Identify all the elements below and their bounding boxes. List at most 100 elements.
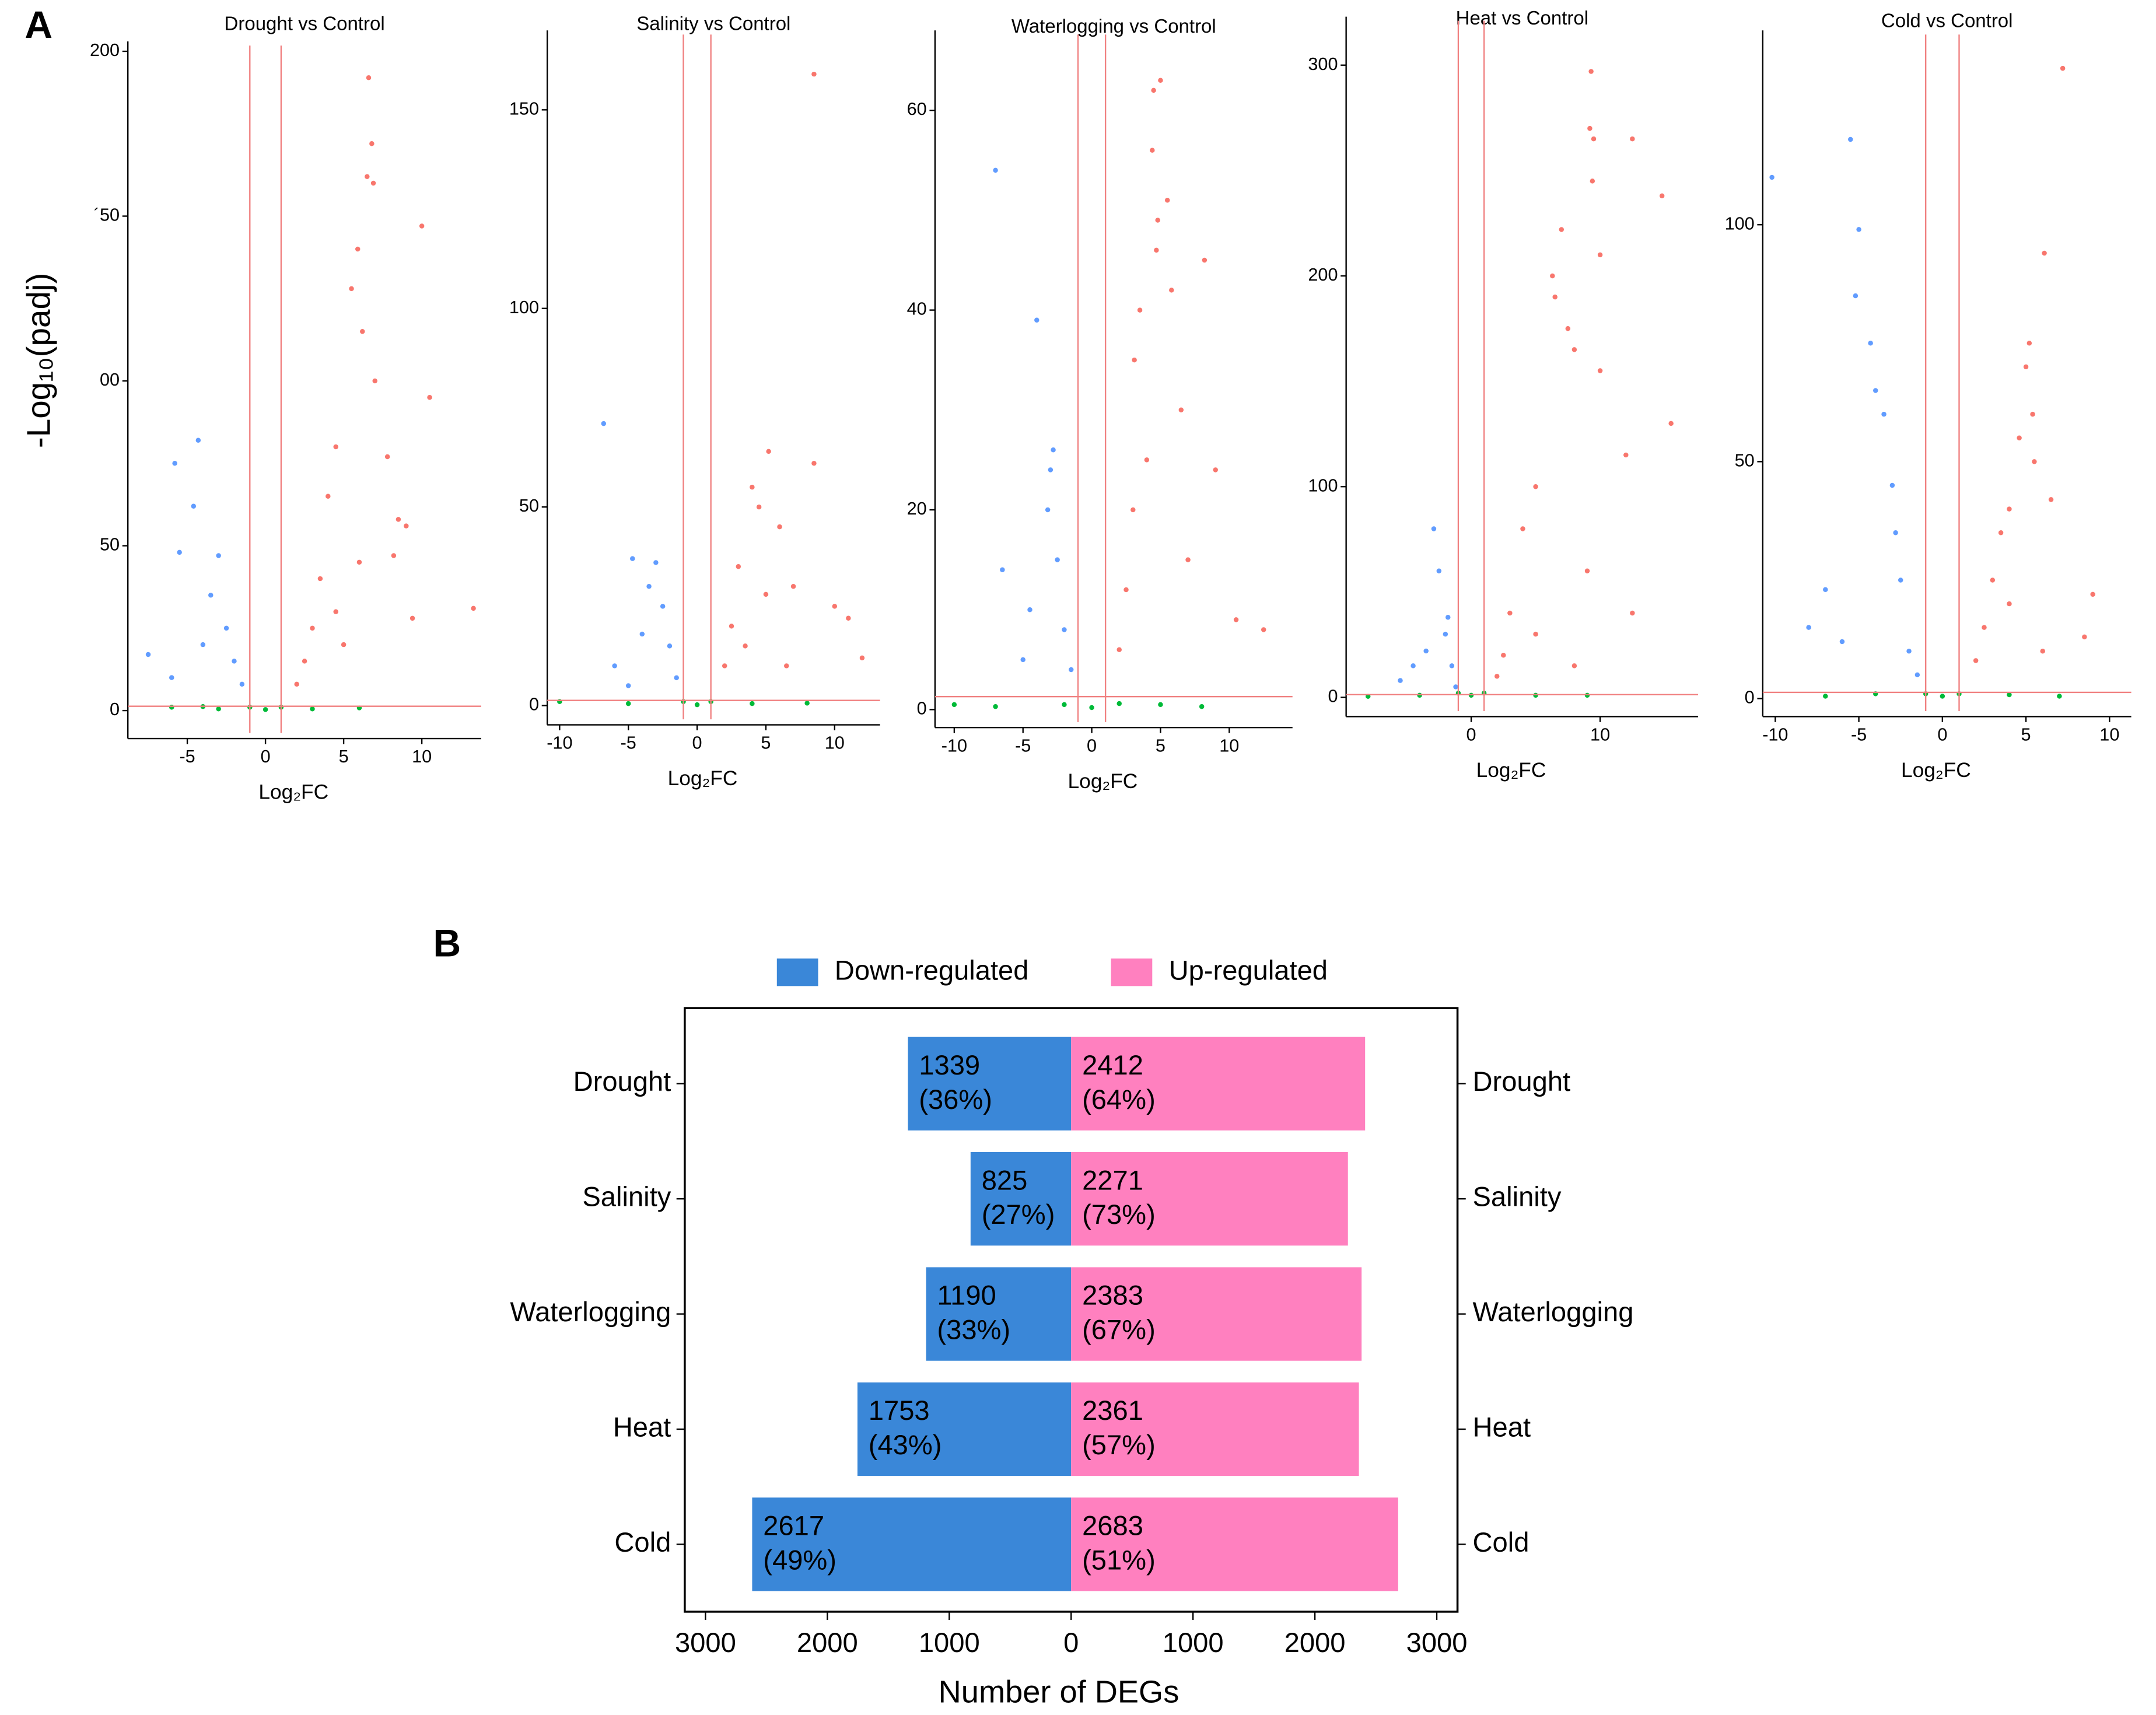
point	[993, 704, 998, 709]
category-label: Waterlogging	[510, 1296, 671, 1327]
point	[1130, 507, 1136, 513]
point	[333, 444, 338, 450]
x-tick-label: 10	[412, 747, 432, 766]
point	[1552, 294, 1558, 300]
point	[360, 329, 365, 334]
category-label: Heat	[1473, 1411, 1531, 1442]
point	[1443, 631, 1448, 637]
point	[1559, 227, 1564, 232]
category-label: Salinity	[1473, 1181, 1562, 1212]
point	[391, 553, 397, 558]
point	[169, 705, 174, 710]
point	[1848, 136, 1853, 142]
point	[625, 683, 631, 688]
point	[232, 659, 237, 664]
x-axis-title: Log₂FC	[258, 781, 328, 804]
bar	[926, 1267, 1072, 1361]
point	[396, 517, 401, 522]
point	[777, 524, 782, 530]
x-tick-label: -10	[942, 736, 967, 755]
point	[302, 659, 307, 664]
point	[1020, 657, 1026, 663]
y-tick-label: 100	[509, 298, 539, 317]
x-tick-label: 1000	[1163, 1627, 1224, 1658]
point	[2060, 65, 2066, 71]
point	[630, 556, 635, 561]
x-tick-label: 2000	[797, 1627, 858, 1658]
x-axis-title: Log₂FC	[1901, 759, 1971, 782]
point	[951, 702, 957, 708]
point	[172, 461, 177, 466]
point	[743, 643, 748, 649]
point	[1453, 684, 1458, 690]
point	[612, 663, 617, 668]
point	[1048, 467, 1054, 473]
x-axis-title: Log₂FC	[1068, 770, 1138, 793]
point	[1137, 307, 1143, 313]
percent-label: (36%)	[919, 1084, 992, 1115]
x-tick-label: 10	[1590, 724, 1610, 744]
x-tick-label: -5	[621, 733, 636, 753]
point	[1423, 648, 1429, 654]
chart-title: Waterlogging vs Control	[1012, 15, 1216, 37]
point	[1520, 526, 1525, 531]
value-label: 2361	[1082, 1395, 1143, 1426]
point	[625, 701, 631, 706]
y-tick-label: 200	[90, 40, 120, 60]
y-tick-label: 0	[529, 695, 539, 715]
point	[145, 652, 151, 657]
y-tick-label: 50	[100, 535, 120, 555]
point	[2040, 649, 2045, 654]
point	[1584, 568, 1590, 573]
point	[1494, 674, 1500, 679]
point	[372, 378, 377, 384]
point	[1055, 557, 1060, 562]
x-tick-label: 0	[1087, 736, 1097, 755]
value-label: 1339	[919, 1049, 980, 1080]
x-tick-label: -5	[1015, 736, 1031, 755]
point	[177, 550, 182, 555]
point	[326, 494, 331, 499]
y-tick-label: 0	[110, 699, 120, 719]
point	[1158, 78, 1163, 83]
category-label: Salinity	[582, 1181, 671, 1212]
point	[2032, 459, 2037, 464]
value-label: 825	[982, 1164, 1028, 1195]
point	[1623, 452, 1629, 458]
point	[262, 707, 268, 712]
point	[294, 681, 299, 687]
point	[832, 604, 838, 609]
point	[1154, 247, 1159, 253]
y-tick-label: 40	[907, 299, 927, 319]
point	[2007, 601, 2012, 607]
point	[369, 141, 374, 146]
point	[1062, 702, 1067, 708]
point	[2057, 694, 2062, 699]
point	[208, 593, 214, 598]
point	[1150, 148, 1155, 153]
point	[750, 484, 755, 490]
point	[2027, 341, 2032, 346]
point	[2007, 506, 2012, 512]
point	[1431, 526, 1437, 531]
x-axis-title: Number of DEGs	[939, 1675, 1180, 1710]
x-tick-label: -10	[547, 733, 572, 753]
point	[1068, 667, 1074, 673]
bar	[1071, 1382, 1359, 1476]
x-tick-label: -10	[1762, 724, 1788, 744]
bar	[1071, 1497, 1398, 1591]
point	[1045, 507, 1051, 513]
point	[410, 615, 415, 621]
category-label: Cold	[1473, 1527, 1530, 1558]
point	[1591, 136, 1597, 142]
point	[639, 631, 645, 637]
chart-title: Drought vs Control	[225, 12, 385, 34]
percent-label: (57%)	[1082, 1429, 1156, 1460]
point	[1398, 678, 1403, 683]
point	[1587, 125, 1592, 131]
point	[216, 553, 221, 558]
x-axis-title: Log₂FC	[668, 767, 738, 790]
legend-swatch	[1111, 958, 1153, 986]
point	[1823, 694, 1828, 699]
point	[1533, 484, 1538, 489]
